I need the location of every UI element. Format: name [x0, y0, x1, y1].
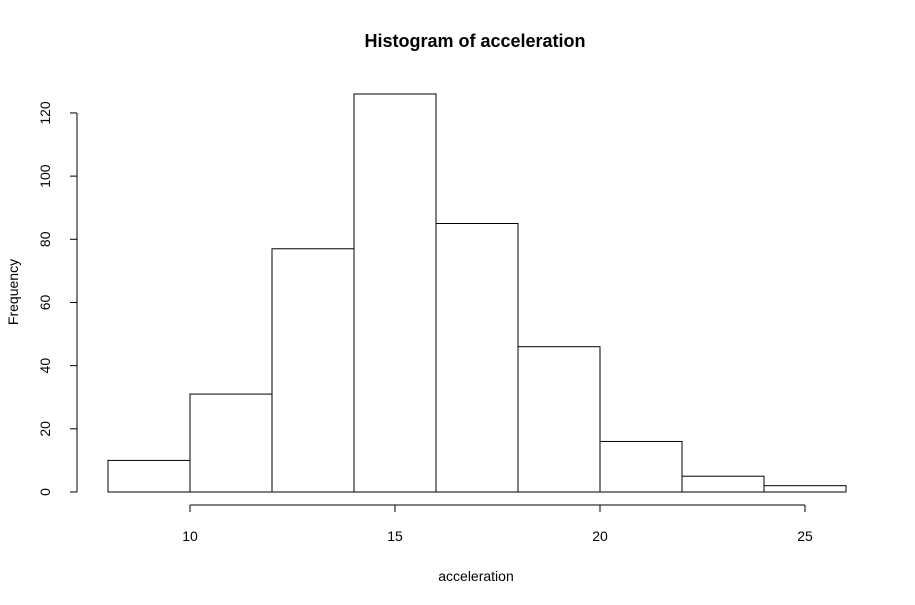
- histogram-bar-6: [599, 440, 683, 493]
- y-tick-label-40: 40: [37, 358, 53, 374]
- y-tick-label-20: 20: [37, 421, 53, 437]
- y-tick-label-0: 0: [37, 488, 53, 496]
- x-axis: 10 15 20 25: [182, 504, 813, 544]
- bars-group: [107, 93, 847, 493]
- histogram-bar-5: [517, 346, 601, 493]
- x-tick-label-10: 10: [182, 528, 198, 544]
- y-tick-label-60: 60: [37, 294, 53, 310]
- histogram-bar-4: [435, 223, 519, 493]
- y-tick-label-100: 100: [37, 164, 53, 188]
- histogram-bar-8: [763, 485, 847, 493]
- y-tick-label-120: 120: [37, 101, 53, 125]
- x-tick-label-20: 20: [592, 528, 608, 544]
- histogram-bar-2: [271, 248, 355, 493]
- histogram-bar-0: [107, 459, 191, 493]
- x-tick-label-25: 25: [797, 528, 813, 544]
- x-axis-label: acceleration: [438, 568, 514, 584]
- chart-title: Histogram of acceleration: [364, 31, 585, 51]
- y-axis: 0 20 40 60 80 100 120: [37, 101, 78, 496]
- y-axis-label: Frequency: [5, 259, 21, 325]
- histogram-bar-1: [189, 393, 273, 493]
- histogram-bar-7: [681, 475, 765, 493]
- y-tick-label-80: 80: [37, 231, 53, 247]
- x-tick-label-15: 15: [387, 528, 403, 544]
- histogram-bar-3: [353, 93, 437, 493]
